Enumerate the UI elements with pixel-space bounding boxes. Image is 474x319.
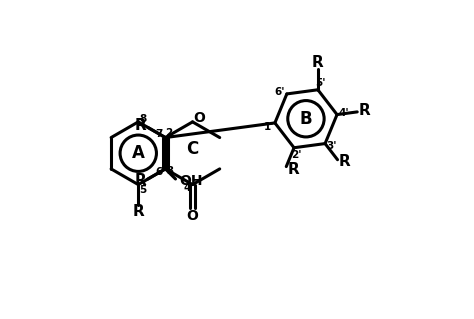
Text: 6: 6 — [155, 167, 163, 177]
Text: 5': 5' — [315, 78, 325, 88]
Text: OH: OH — [180, 174, 203, 189]
Text: O: O — [193, 111, 205, 125]
Text: 2: 2 — [165, 128, 172, 137]
Text: A: A — [132, 144, 145, 162]
Text: B: B — [300, 110, 312, 128]
Text: 1': 1' — [264, 122, 274, 132]
Text: R: R — [135, 118, 147, 133]
Text: 7: 7 — [155, 130, 163, 139]
Text: 4': 4' — [338, 108, 349, 117]
Text: 8: 8 — [140, 114, 147, 124]
Text: 6': 6' — [274, 87, 285, 97]
Text: R: R — [132, 204, 144, 219]
Text: R: R — [135, 173, 147, 188]
Text: O: O — [187, 209, 199, 223]
Text: 4: 4 — [184, 183, 191, 193]
Text: 3: 3 — [167, 166, 174, 176]
Text: R: R — [312, 55, 324, 70]
Text: R: R — [358, 103, 370, 118]
Text: 5: 5 — [139, 185, 146, 195]
Text: R: R — [287, 162, 299, 177]
Text: C: C — [186, 139, 199, 158]
Text: 3': 3' — [327, 141, 337, 151]
Text: 2': 2' — [291, 150, 301, 160]
Text: R: R — [338, 154, 350, 169]
